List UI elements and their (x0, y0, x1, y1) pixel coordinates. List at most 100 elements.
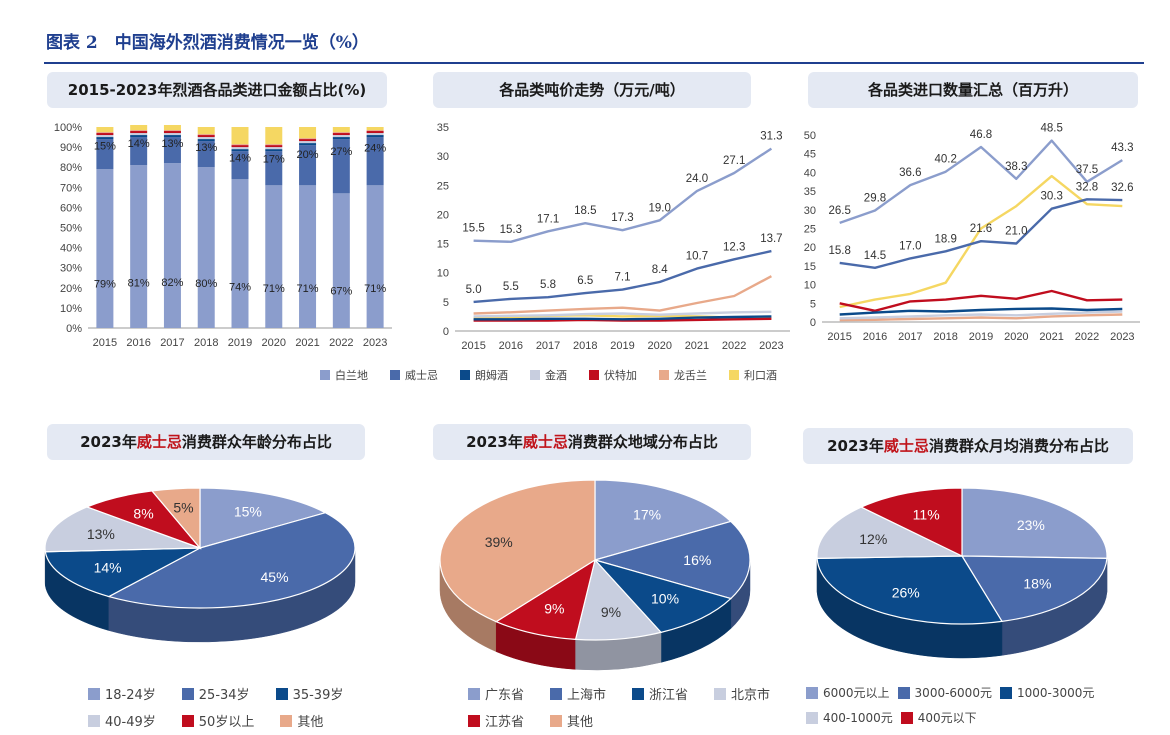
pie-slice (816, 555, 1003, 625)
x-tick-label: 2016 (499, 340, 523, 352)
figure-title: 图表 2 中国海外烈酒消费情况一览（%） (46, 33, 369, 53)
y-tick-label: 10 (437, 268, 449, 280)
data-label: 71% (297, 283, 319, 295)
bar-segment (163, 137, 181, 164)
data-label: 32.6 (1111, 182, 1133, 194)
legend-label: 利口酒 (744, 369, 777, 382)
x-tick-label: 2017 (536, 340, 560, 352)
bar-segment (96, 127, 114, 133)
bar-segment (197, 141, 215, 168)
stacked-bar-chart: 0% 10% 20% 30% 40% 50% 60% 70% 80% 90% 100% 79% 15% 2… (54, 122, 392, 349)
bar-segment (130, 137, 148, 166)
slice-label: 5% (173, 500, 193, 516)
series-line (839, 174, 1123, 309)
bar-segment (299, 141, 317, 144)
bar-segment (130, 135, 148, 138)
legend-swatch (530, 370, 540, 380)
data-label: 14% (128, 138, 150, 150)
legend-item: 3000-6000元 (897, 684, 992, 701)
data-label: 17% (263, 154, 285, 166)
legend-label: 其他 (297, 715, 324, 730)
y-tick-label: 35 (804, 186, 816, 198)
y-tick-label: 30% (60, 263, 82, 275)
legend-label: 50岁以上 (198, 715, 255, 730)
legend-item: 利口酒 (729, 367, 777, 383)
legend-item: 白兰地 (320, 367, 368, 383)
x-tick-label: 2021 (1039, 331, 1063, 343)
y-tick-label: 40 (804, 167, 816, 179)
slice-label: 23% (1017, 517, 1045, 533)
slice-label: 17% (633, 507, 661, 523)
pie-slice (494, 558, 596, 641)
y-tick-label: 40% (60, 243, 82, 255)
spend-pie-chart: 23% 18% 26% 12% 11% (816, 487, 1108, 659)
x-tick-label: 2022 (722, 340, 746, 352)
legend-label: 上海市 (567, 688, 607, 703)
bar-segment (163, 131, 181, 134)
legend-swatch (468, 687, 480, 700)
data-label: 74% (229, 281, 251, 293)
bar-segment (332, 127, 350, 133)
slice-label: 26% (892, 584, 920, 600)
legend-swatch (275, 687, 288, 700)
legend-item: 18-24岁 (88, 684, 156, 703)
data-label: 17.0 (899, 240, 921, 252)
volume-line-chart: 0 5 10 15 20 25 30 35 40 45 50 2015 2016 2017 2018 2019… (804, 123, 1140, 343)
y-tick-label: 100% (54, 122, 82, 134)
title-rule (44, 62, 1144, 64)
bar-segment (366, 130, 384, 132)
y-tick-label: 10% (60, 303, 82, 315)
pie-slice (859, 487, 963, 557)
bar-segment (366, 135, 384, 138)
share-chart-title: 2015-2023年烈酒各品类进口金额占比(%) (47, 72, 387, 108)
x-tick-label: 2017 (160, 337, 184, 349)
bar-segment (332, 139, 350, 194)
category-legend: 白兰地 威士忌 朗姆酒 金酒 伏特加 龙舌兰 利口酒 (320, 367, 880, 383)
legend-item: 江苏省 (468, 711, 524, 730)
bar-segment (299, 143, 317, 146)
legend-swatch (88, 687, 100, 700)
data-label: 13% (195, 142, 217, 154)
data-label: 37.5 (1076, 164, 1098, 176)
bar-segment (197, 137, 215, 140)
y-tick-label: 0% (66, 323, 82, 335)
bar-segment (332, 133, 350, 136)
data-label: 27% (330, 146, 352, 158)
data-label: 6.5 (577, 275, 593, 287)
bar-segment (299, 139, 317, 142)
legend-item: 25-34岁 (181, 684, 250, 703)
slice-label: 13% (87, 526, 115, 542)
data-label: 13% (161, 138, 183, 150)
data-label: 18.5 (574, 205, 596, 217)
data-label: 40.2 (934, 154, 956, 166)
bar-segment (265, 149, 283, 152)
legend-swatch (659, 370, 669, 380)
bar-segment (265, 145, 283, 148)
region-pie-chart: 17% 16% 10% 9% 9% 39% (439, 479, 751, 671)
legend-swatch (390, 370, 400, 380)
bar-segment (299, 127, 317, 139)
slice-label: 8% (133, 506, 153, 522)
y-tick-label: 0 (443, 326, 449, 338)
series-line (839, 313, 1123, 322)
legend-item: 威士忌 (390, 367, 438, 383)
data-label: 43.3 (1111, 142, 1133, 154)
bar-segment (366, 133, 384, 136)
y-tick-label: 35 (437, 122, 449, 134)
data-label: 71% (364, 283, 386, 295)
data-label: 5.0 (466, 284, 482, 296)
legend-label: 其他 (567, 715, 594, 730)
x-tick-label: 2019 (228, 337, 252, 349)
legend-label: 伏特加 (604, 369, 637, 382)
x-tick-label: 2020 (262, 337, 286, 349)
bar-segment (332, 137, 350, 140)
legend-label: 白兰地 (335, 369, 368, 382)
legend-swatch (589, 370, 599, 380)
data-label: 18.9 (934, 233, 956, 245)
legend-label: 400-1000元 (823, 711, 893, 725)
y-tick-label: 70% (60, 182, 82, 194)
legend-label: 金酒 (545, 369, 567, 382)
bar-segment (130, 133, 148, 136)
y-tick-label: 30 (437, 151, 449, 163)
y-tick-label: 30 (804, 205, 816, 217)
